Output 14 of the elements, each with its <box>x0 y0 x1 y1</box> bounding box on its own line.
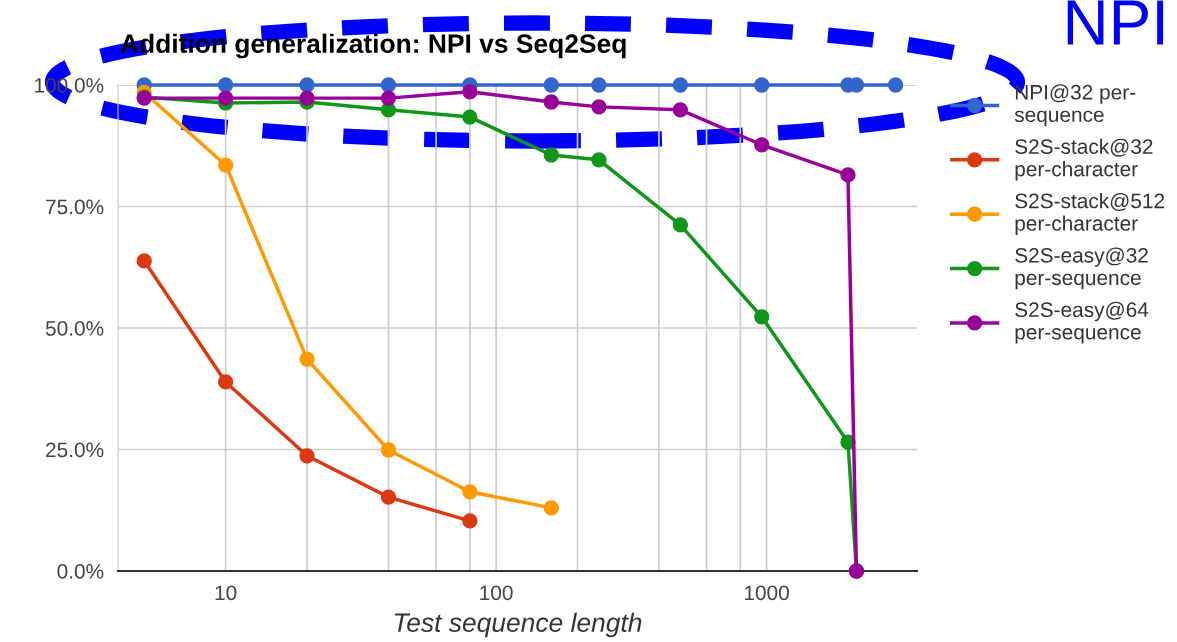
x-tick-label: 10 <box>215 585 237 601</box>
y-tick-label: 50.0% <box>45 321 104 336</box>
text: NPI <box>1067 0 1164 45</box>
x-tick-label: 100 <box>480 585 513 601</box>
y-tick-label: 75.0% <box>46 199 104 215</box>
x-axis-title: Test sequence length <box>394 612 642 638</box>
x-tick-label: 1000 <box>744 585 789 601</box>
y-tick-label: 25.0% <box>46 442 104 458</box>
legend-label: NPI@32 per- sequence <box>1014 84 1136 127</box>
legend-label: S2S-easy@32 per-sequence <box>1015 247 1148 290</box>
y-tick-label: 0.0% <box>57 564 104 579</box>
legend-label: S2S-stack@512 per-character <box>1015 193 1165 235</box>
legend-label: S2S-easy@64 per-sequence <box>1015 301 1149 344</box>
legend-label: S2S-stack@32 per-character <box>1015 138 1153 181</box>
